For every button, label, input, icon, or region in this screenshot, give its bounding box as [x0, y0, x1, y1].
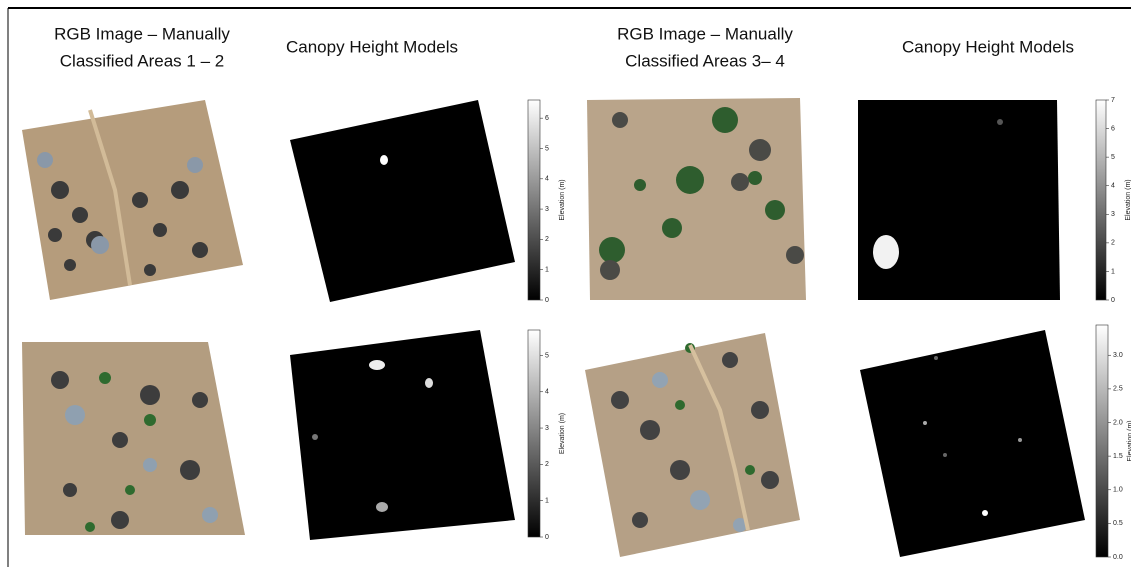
- canopy-height-model: [290, 100, 515, 302]
- colorbar-tick-label: 0: [545, 297, 549, 304]
- colorbar: [528, 100, 540, 300]
- colorbar-tick-label: 1: [1111, 268, 1115, 275]
- colorbar-tick-label: 3: [545, 425, 549, 432]
- colorbar: [528, 330, 540, 537]
- heading: Classified Areas 3– 4: [625, 51, 785, 70]
- colorbar-tick-label: 3: [1111, 211, 1115, 218]
- headings: RGB Image – Manually Classified Areas 1 …: [54, 24, 1074, 70]
- rgb-image: [585, 333, 800, 557]
- colorbar-tick-label: 4: [1111, 183, 1115, 190]
- colorbar-tick-label: 3.0: [1113, 352, 1123, 359]
- colorbar-tick-label: 0.5: [1113, 520, 1123, 527]
- colorbar-tick-label: 1.5: [1113, 453, 1123, 460]
- colorbar-label: Elevation (m): [559, 179, 566, 220]
- heading: RGB Image – Manually: [617, 24, 793, 43]
- colorbar-label: Elevation (m): [1127, 420, 1131, 461]
- colorbar-tick-label: 3: [545, 206, 549, 213]
- rgb-image: [22, 342, 245, 535]
- colorbar-label: Elevation (m): [1125, 179, 1131, 220]
- heading: RGB Image – Manually: [54, 24, 230, 43]
- colorbar-tick-label: 5: [545, 352, 549, 359]
- colorbar-tick-label: 1.0: [1113, 487, 1123, 494]
- colorbar-tick-label: 6: [545, 115, 549, 122]
- colorbar-tick-label: 0: [1111, 297, 1115, 304]
- heading: Classified Areas 1 – 2: [60, 51, 224, 70]
- colorbar-tick-label: 7: [1111, 97, 1115, 104]
- canopy-height-model: [860, 330, 1085, 557]
- heading: Canopy Height Models: [286, 37, 458, 56]
- colorbar-tick-label: 2: [545, 236, 549, 243]
- colorbar-tick-label: 4: [545, 389, 549, 396]
- colorbar: [1096, 100, 1106, 300]
- colorbar-tick-label: 0.0: [1113, 554, 1123, 561]
- colorbar-tick-label: 5: [1111, 154, 1115, 161]
- rgb-image: [587, 98, 806, 300]
- canopy-height-model: [290, 330, 515, 540]
- colorbar-label: Elevation (m): [559, 413, 566, 454]
- colorbar-tick-label: 0: [545, 534, 549, 541]
- colorbar-tick-label: 5: [545, 145, 549, 152]
- colorbar-tick-label: 2.5: [1113, 386, 1123, 393]
- colorbar: [1096, 325, 1108, 557]
- heading: Canopy Height Models: [902, 37, 1074, 56]
- colorbar-tick-label: 1: [545, 498, 549, 505]
- colorbar-tick-label: 2: [1111, 240, 1115, 247]
- colorbar-tick-label: 4: [545, 176, 549, 183]
- figure: RGB Image – Manually Classified Areas 1 …: [0, 0, 1131, 567]
- canopy-height-model: [858, 100, 1060, 300]
- colorbar-tick-label: 6: [1111, 125, 1115, 132]
- colorbar-tick-label: 2: [545, 461, 549, 468]
- rgb-image: [22, 100, 243, 300]
- colorbar-tick-label: 1: [545, 267, 549, 274]
- colorbar-tick-label: 2.0: [1113, 419, 1123, 426]
